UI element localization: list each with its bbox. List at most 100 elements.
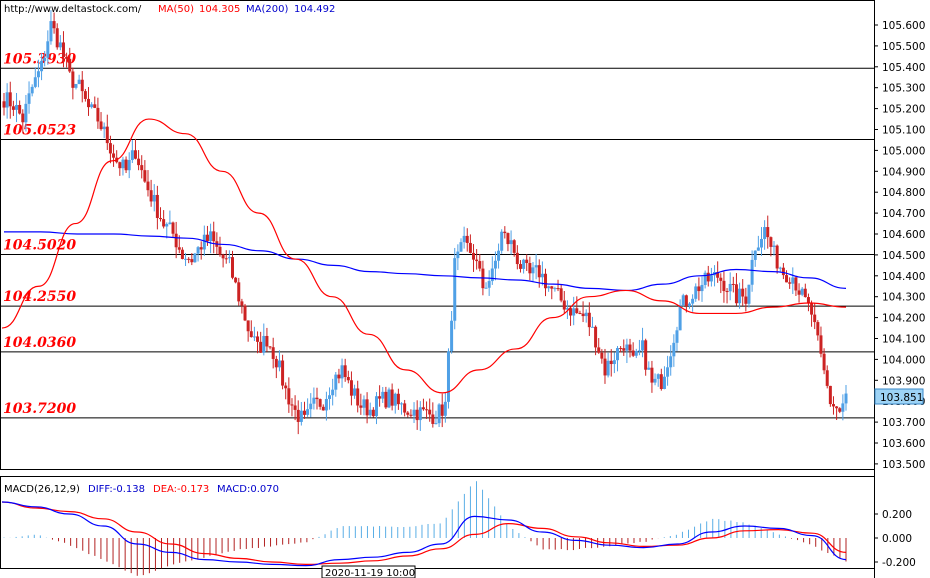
candle-body: [756, 247, 760, 251]
candle-body: [841, 403, 845, 412]
candle-body: [800, 288, 804, 295]
candle-body: [108, 143, 112, 154]
candle-body: [65, 56, 69, 59]
candle-body: [118, 162, 122, 169]
candle-body: [221, 254, 225, 259]
candle-body: [453, 258, 457, 321]
source-url[interactable]: http://www.deltastock.com/: [4, 4, 142, 15]
candle-body: [277, 360, 281, 368]
macd-macd-value: MACD:0.070: [217, 484, 279, 495]
candle-body: [249, 331, 253, 338]
candle-body: [400, 403, 404, 405]
candle-body: [80, 79, 84, 92]
candle-body: [224, 258, 228, 260]
candle-body: [237, 282, 241, 302]
level-label: 104.2550: [3, 289, 76, 305]
price-tick-label: 103.900: [882, 375, 925, 387]
candle-body: [296, 409, 300, 422]
candle-body: [74, 83, 78, 88]
dea-line: [1, 501, 847, 566]
price-tick-label: 105.200: [882, 104, 925, 116]
candle-body: [381, 391, 385, 399]
candle-body: [540, 273, 544, 278]
candle-body: [403, 403, 407, 413]
candle-body: [302, 410, 306, 415]
candle-body: [534, 265, 538, 268]
candle-body: [343, 365, 347, 378]
candle-body: [503, 231, 507, 234]
candle-body: [644, 340, 648, 370]
candle-body: [412, 409, 416, 416]
candle-body: [321, 406, 325, 411]
candle-body: [606, 360, 610, 376]
price-tick-label: 104.300: [882, 292, 925, 304]
candle-body: [769, 237, 773, 247]
macd-title: MACD(26,12,9): [4, 484, 80, 495]
candle-body: [750, 259, 754, 285]
candle-body: [184, 258, 188, 260]
candle-body: [387, 389, 391, 408]
candle-body: [594, 326, 598, 348]
ma200-line: [3, 231, 847, 292]
crosshair-time-label: 2020-11-19 10:00: [325, 568, 415, 578]
candle-body: [324, 398, 328, 411]
candle-body: [196, 247, 200, 254]
candle-body: [659, 374, 663, 390]
candle-body: [603, 358, 607, 376]
candle-body: [234, 277, 238, 283]
candle-body: [8, 92, 12, 107]
candle-body: [362, 399, 366, 408]
candle-body: [168, 222, 172, 224]
ma50-legend-label: MA(50): [158, 4, 194, 15]
candle-body: [396, 393, 400, 405]
candle-body: [706, 272, 710, 282]
candle-body: [52, 21, 56, 29]
candle-body: [212, 231, 216, 242]
price-tick-label: 104.700: [882, 208, 925, 220]
candle-body: [293, 405, 297, 410]
candle-body: [24, 103, 28, 123]
candle-body: [575, 308, 579, 314]
candle-body: [209, 231, 213, 242]
candle-body: [528, 263, 532, 274]
candle-body: [309, 403, 313, 410]
candle-body: [669, 356, 673, 368]
candle-body: [500, 231, 504, 251]
candle-body: [33, 77, 37, 87]
candle-body: [243, 305, 247, 321]
candle-body: [21, 113, 25, 123]
candle-body: [190, 259, 194, 263]
candle-body: [265, 335, 269, 347]
candle-body: [612, 360, 616, 365]
candle-body: [559, 288, 563, 301]
candle-body: [791, 277, 795, 284]
candle-body: [672, 342, 676, 357]
candle-body: [180, 249, 184, 259]
candle-body: [819, 335, 823, 354]
candle-body: [49, 21, 53, 42]
candle-body: [553, 288, 557, 290]
candle-body: [230, 257, 234, 278]
candle-body: [531, 267, 535, 274]
candle-body: [590, 326, 594, 328]
candle-body: [828, 385, 832, 405]
ma50-line: [1, 118, 847, 394]
candle-body: [61, 42, 65, 57]
candle-body: [775, 245, 779, 269]
candle-body: [205, 234, 209, 242]
candle-body: [46, 41, 50, 58]
candle-body: [738, 288, 742, 304]
candle-body: [287, 388, 291, 405]
candle-body: [240, 301, 244, 306]
candle-body: [581, 313, 585, 317]
candle-body: [547, 286, 551, 289]
candle-body: [353, 388, 357, 396]
candle-body: [728, 283, 732, 292]
candle-body: [569, 308, 573, 316]
macd-dea-value: DEA:-0.173: [153, 484, 209, 495]
level-label: 104.5020: [3, 237, 76, 253]
macd-tick-label: 0.200: [882, 509, 912, 521]
candle-body: [68, 58, 72, 72]
